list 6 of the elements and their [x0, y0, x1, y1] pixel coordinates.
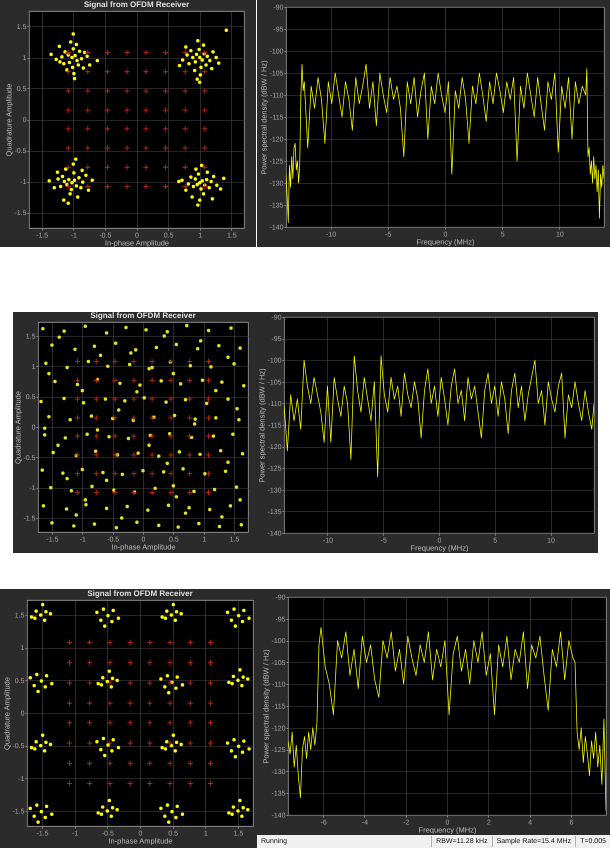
chart-title: Signal from OFDM Receiver [84, 0, 190, 9]
line-series [284, 356, 594, 478]
line-series [288, 627, 606, 812]
chart-title: Signal from OFDM Receiver [90, 311, 196, 320]
line-series [286, 64, 604, 223]
chart-title: Signal from OFDM Receiver [87, 589, 193, 598]
